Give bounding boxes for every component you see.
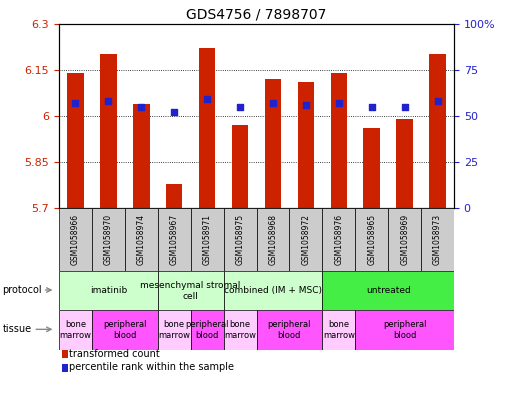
Bar — [191, 208, 224, 271]
Bar — [100, 54, 116, 208]
Bar — [59, 208, 92, 271]
Text: GSM1058973: GSM1058973 — [433, 214, 442, 265]
Point — [368, 104, 376, 110]
Text: peripheral
blood: peripheral blood — [185, 320, 229, 340]
Text: percentile rank within the sample: percentile rank within the sample — [69, 362, 234, 373]
Bar — [322, 271, 454, 310]
Text: bone
marrow: bone marrow — [323, 320, 355, 340]
Bar — [92, 310, 158, 350]
Text: imatinib: imatinib — [90, 286, 127, 295]
Text: tissue: tissue — [3, 324, 32, 334]
Text: GSM1058976: GSM1058976 — [334, 214, 343, 265]
Bar — [166, 184, 183, 208]
Text: peripheral
blood: peripheral blood — [383, 320, 426, 340]
Point — [401, 104, 409, 110]
Text: bone
marrow: bone marrow — [224, 320, 256, 340]
Text: GSM1058967: GSM1058967 — [170, 214, 179, 265]
Bar — [322, 208, 355, 271]
Bar — [330, 73, 347, 208]
Text: GSM1058969: GSM1058969 — [400, 214, 409, 265]
Bar — [125, 208, 158, 271]
Text: untreated: untreated — [366, 286, 410, 295]
Text: GSM1058972: GSM1058972 — [301, 214, 310, 265]
Text: combined (IM + MSC): combined (IM + MSC) — [224, 286, 322, 295]
Point — [269, 100, 277, 106]
Point — [236, 104, 244, 110]
Bar — [133, 104, 149, 208]
Text: peripheral
blood: peripheral blood — [268, 320, 311, 340]
Point — [137, 104, 145, 110]
Bar — [224, 310, 256, 350]
Text: GSM1058965: GSM1058965 — [367, 214, 376, 265]
Bar — [355, 208, 388, 271]
Text: GSM1058966: GSM1058966 — [71, 214, 80, 265]
Text: peripheral
blood: peripheral blood — [103, 320, 147, 340]
Bar — [158, 271, 224, 310]
Bar — [421, 208, 454, 271]
Title: GDS4756 / 7898707: GDS4756 / 7898707 — [186, 7, 327, 21]
Bar — [191, 310, 224, 350]
Text: GSM1058971: GSM1058971 — [203, 214, 212, 265]
Text: GSM1058970: GSM1058970 — [104, 214, 113, 265]
Bar — [364, 128, 380, 208]
Bar — [67, 73, 84, 208]
Text: GSM1058974: GSM1058974 — [137, 214, 146, 265]
Bar — [256, 310, 322, 350]
Bar — [224, 271, 322, 310]
Bar — [429, 54, 446, 208]
Bar — [158, 310, 191, 350]
Bar — [322, 310, 355, 350]
Text: transformed count: transformed count — [69, 349, 160, 359]
Bar — [92, 208, 125, 271]
Text: bone
marrow: bone marrow — [60, 320, 91, 340]
Point — [334, 100, 343, 106]
Bar — [158, 208, 191, 271]
Text: GSM1058975: GSM1058975 — [235, 214, 245, 265]
Bar — [199, 48, 215, 208]
Point — [170, 109, 179, 116]
Point — [203, 96, 211, 103]
Bar — [388, 208, 421, 271]
Bar — [256, 208, 289, 271]
Text: protocol: protocol — [3, 285, 42, 295]
Bar — [397, 119, 413, 208]
Point — [302, 102, 310, 108]
Bar — [232, 125, 248, 208]
Point — [104, 98, 112, 104]
Bar — [289, 208, 322, 271]
Bar — [355, 310, 454, 350]
Bar — [224, 208, 256, 271]
Bar — [59, 271, 158, 310]
Point — [433, 98, 442, 104]
Bar — [59, 310, 92, 350]
Text: GSM1058968: GSM1058968 — [268, 214, 278, 265]
Text: bone
marrow: bone marrow — [158, 320, 190, 340]
Bar — [298, 82, 314, 208]
Text: mesenchymal stromal
cell: mesenchymal stromal cell — [141, 281, 241, 301]
Point — [71, 100, 80, 106]
Bar — [265, 79, 281, 208]
